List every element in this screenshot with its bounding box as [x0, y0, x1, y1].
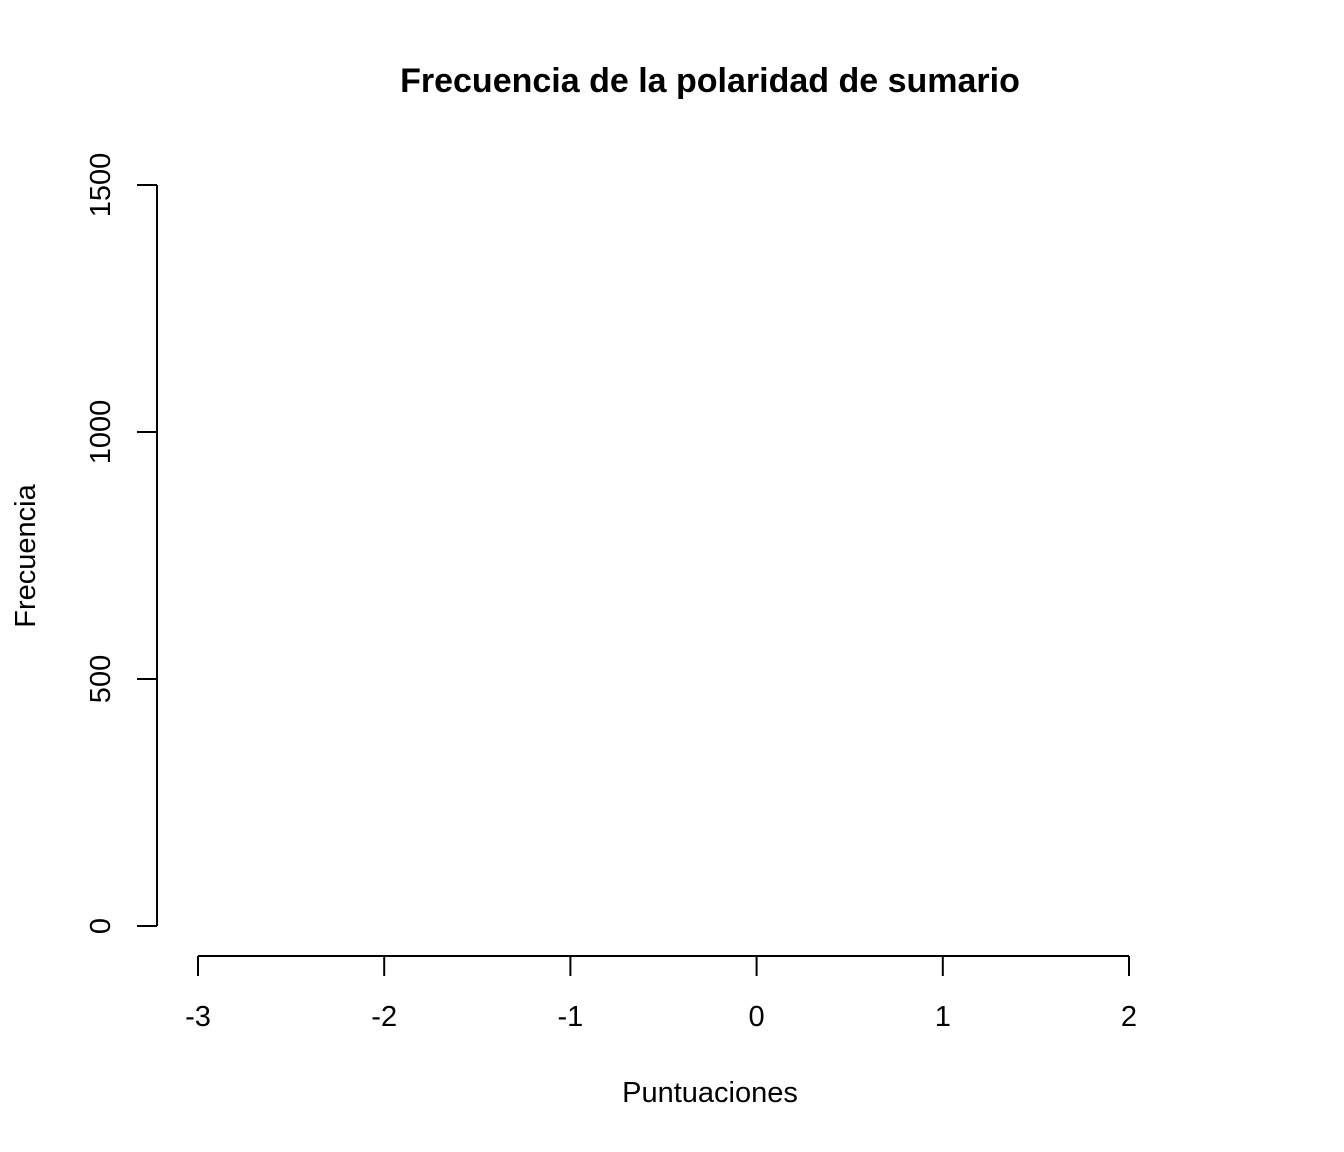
y-tick-label: 0 [85, 918, 117, 934]
y-tick-label: 1500 [85, 153, 117, 218]
x-tick-label: 1 [935, 1001, 951, 1033]
x-tick-label: 0 [749, 1001, 765, 1033]
x-tick-label: -2 [371, 1001, 397, 1033]
x-tick-label: -3 [185, 1001, 211, 1033]
chart-title: Frecuencia de la polaridad de sumario [400, 62, 1020, 100]
y-axis: 0 500 1000 1500 [85, 153, 158, 934]
y-tick-label: 1000 [85, 400, 117, 465]
y-tick-label: 500 [85, 655, 117, 703]
x-tick-label: 2 [1121, 1001, 1137, 1033]
y-axis-label: Frecuencia [10, 483, 42, 627]
x-axis-label: Puntuaciones [622, 1077, 798, 1109]
x-tick-label: -1 [558, 1001, 584, 1033]
x-axis: -3 -2 -1 0 1 2 [185, 955, 1137, 1033]
